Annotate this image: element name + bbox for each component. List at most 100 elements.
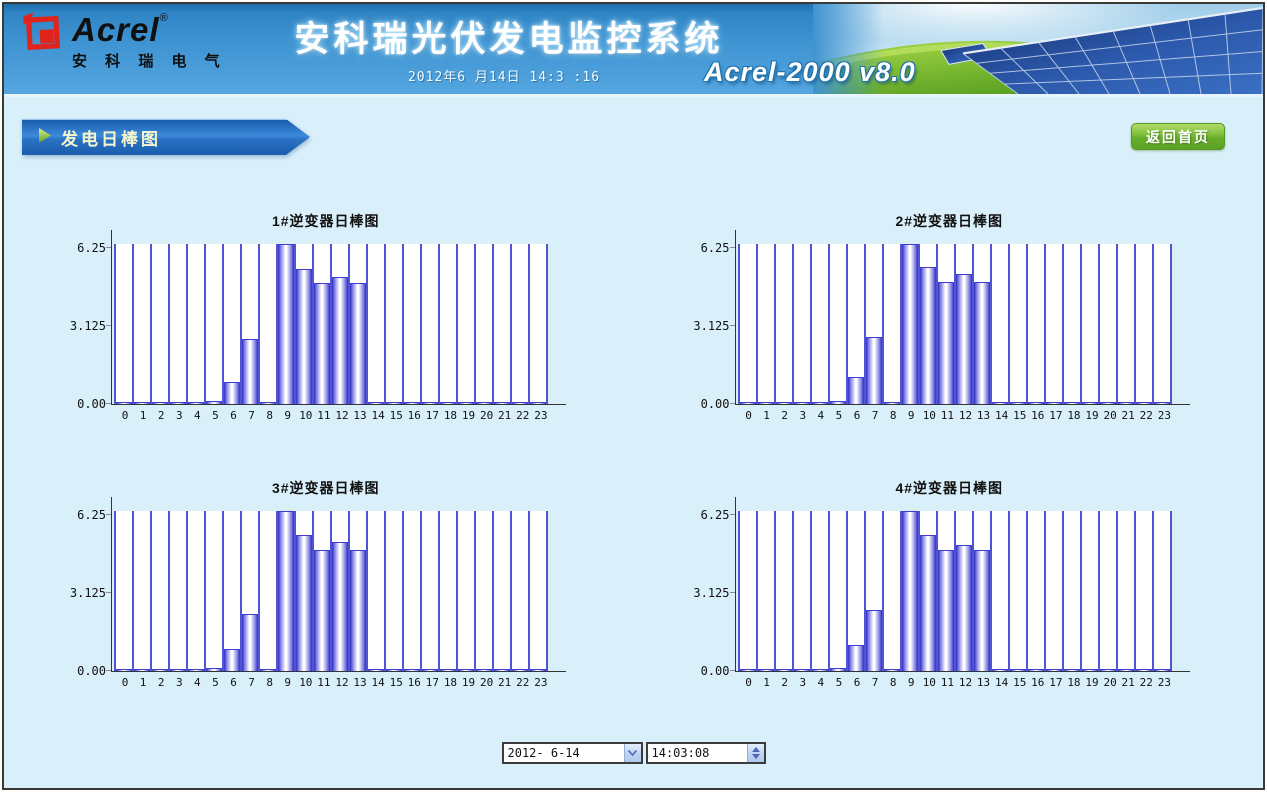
play-triangle-icon: [38, 127, 51, 148]
bar-slot: [1061, 511, 1080, 671]
bar-slot: [114, 244, 132, 404]
registered-mark: ®: [159, 12, 168, 24]
bar-slot: [276, 511, 294, 671]
x-axis-labels: 0 1 2 3 4 5 6 7 8 9 10 11 12 13 14 15 16 17 18 19 20 21 22 23: [116, 671, 550, 689]
home-button[interactable]: 返回首页: [1131, 123, 1225, 150]
charts-grid: 1#逆变器日棒图 0.00 3.125 6.25 0 1 2 3 4 5 6 7 8 9 10 11 12 1…: [4, 159, 1263, 689]
y-axis-labels: 0.00 3.125 6.25: [670, 508, 738, 678]
bar: [1081, 669, 1098, 671]
time-value: 14:03:08: [651, 746, 710, 760]
x-tick-label: 22: [516, 676, 530, 689]
bar-slot: [737, 244, 756, 404]
bar-slot: [204, 244, 222, 404]
x-axis-labels: 0 1 2 3 4 5 6 7 8 9 10 11 12 13 14 15 16 17 18 19 20 21 22 23: [740, 671, 1174, 689]
x-tick-label: 4: [194, 676, 201, 689]
bar: [458, 402, 474, 404]
y-axis-labels: 0.00 3.125 6.25: [46, 241, 114, 411]
bar-slot: [132, 511, 150, 671]
bar-slot: [1115, 511, 1134, 671]
bar: [829, 668, 846, 671]
bar-slot: [528, 244, 546, 404]
y-tick-mark: [729, 670, 735, 671]
bar: [116, 669, 132, 671]
bar: [116, 402, 132, 404]
bar-slot: [1097, 244, 1116, 404]
bar-slot: [809, 511, 828, 671]
x-tick-label: 13: [976, 676, 991, 689]
bar-slot: [791, 244, 810, 404]
x-tick-label: 0: [745, 676, 752, 689]
plot-area: [737, 244, 1172, 404]
bar-slot: [330, 511, 348, 671]
x-tick-label: 20: [1103, 409, 1117, 422]
bar: [1099, 669, 1116, 671]
bar-slot: [222, 244, 240, 404]
bar: [134, 402, 150, 404]
breadcrumb-label: 发电日棒图: [61, 130, 161, 149]
bar-slot: [1097, 511, 1116, 671]
x-tick-label: 19: [1085, 676, 1099, 689]
acrel-logo: Acrel® 安 科 瑞 电 气: [20, 12, 227, 71]
bar-slot: [402, 511, 420, 671]
x-tick-label: 2: [781, 409, 788, 422]
breadcrumb-banner: 发电日棒图: [22, 119, 310, 155]
bar: [811, 669, 828, 671]
x-tick-label: 20: [479, 676, 494, 689]
x-tick-label: 8: [266, 676, 273, 689]
x-tick-label: 17: [425, 676, 439, 689]
x-tick-label: 11: [940, 676, 955, 689]
spinner-arrows-icon[interactable]: [746, 744, 764, 762]
y-tick-mark: [106, 670, 111, 671]
bar: [404, 669, 420, 671]
dropdown-arrow-icon[interactable]: [623, 744, 641, 762]
bar: [440, 402, 456, 404]
x-tick-label: 7: [871, 409, 879, 422]
x-tick-label: 15: [1013, 676, 1027, 689]
bar-slot: [1007, 244, 1026, 404]
toolbar-row: 发电日棒图 返回首页: [4, 97, 1263, 159]
x-tick-label: 1: [139, 676, 147, 689]
y-tick-label: 0.00: [700, 397, 730, 411]
bar-slot: [863, 511, 882, 671]
bar: [1027, 669, 1044, 671]
date-select[interactable]: 2012- 6-14: [501, 742, 643, 764]
bar: [757, 402, 774, 404]
chart-inverter-1: 1#逆变器日棒图 0.00 3.125 6.25 0 1 2 3 4 5 6 7 8 9 10 11 12 1…: [46, 211, 606, 422]
bar-slot: [1043, 511, 1062, 671]
x-tick-label: 23: [534, 409, 548, 422]
y-tick-label: 0.00: [700, 664, 730, 678]
bar-slot: [1079, 244, 1098, 404]
bar: [1063, 402, 1080, 404]
brand-name: Acrel: [72, 11, 160, 48]
x-tick-label: 23: [1157, 409, 1171, 422]
y-tick-label: 0.00: [77, 397, 106, 411]
bar: [1153, 669, 1170, 671]
x-tick-label: 9: [907, 676, 915, 689]
bar-slot: [150, 511, 168, 671]
bar: [386, 669, 402, 671]
bar-slot: [492, 244, 510, 404]
bar: [494, 402, 510, 404]
y-axis-labels: 0.00 3.125 6.25: [670, 241, 738, 411]
x-tick-label: 20: [479, 409, 494, 422]
x-tick-label: 1: [139, 409, 147, 422]
time-spinner[interactable]: 14:03:08: [645, 742, 766, 764]
plot-area: [737, 511, 1172, 671]
bar: [278, 511, 294, 671]
bar-slot: [1061, 244, 1080, 404]
x-tick-label: 18: [443, 676, 458, 689]
y-tick-label: 3.125: [69, 318, 106, 333]
bar: [1081, 402, 1098, 404]
x-tick-label: 21: [1121, 676, 1135, 689]
x-tick-label: 10: [922, 676, 936, 689]
bar: [1009, 402, 1026, 404]
bar: [476, 402, 492, 404]
chart-title: 3#逆变器日棒图: [271, 480, 380, 496]
bar-slot: [917, 244, 936, 404]
x-axis-line: [734, 404, 1190, 405]
bar-slot: [348, 511, 366, 671]
x-tick-label: 3: [799, 676, 807, 689]
bar-slot: [1115, 244, 1134, 404]
bar: [296, 269, 312, 404]
